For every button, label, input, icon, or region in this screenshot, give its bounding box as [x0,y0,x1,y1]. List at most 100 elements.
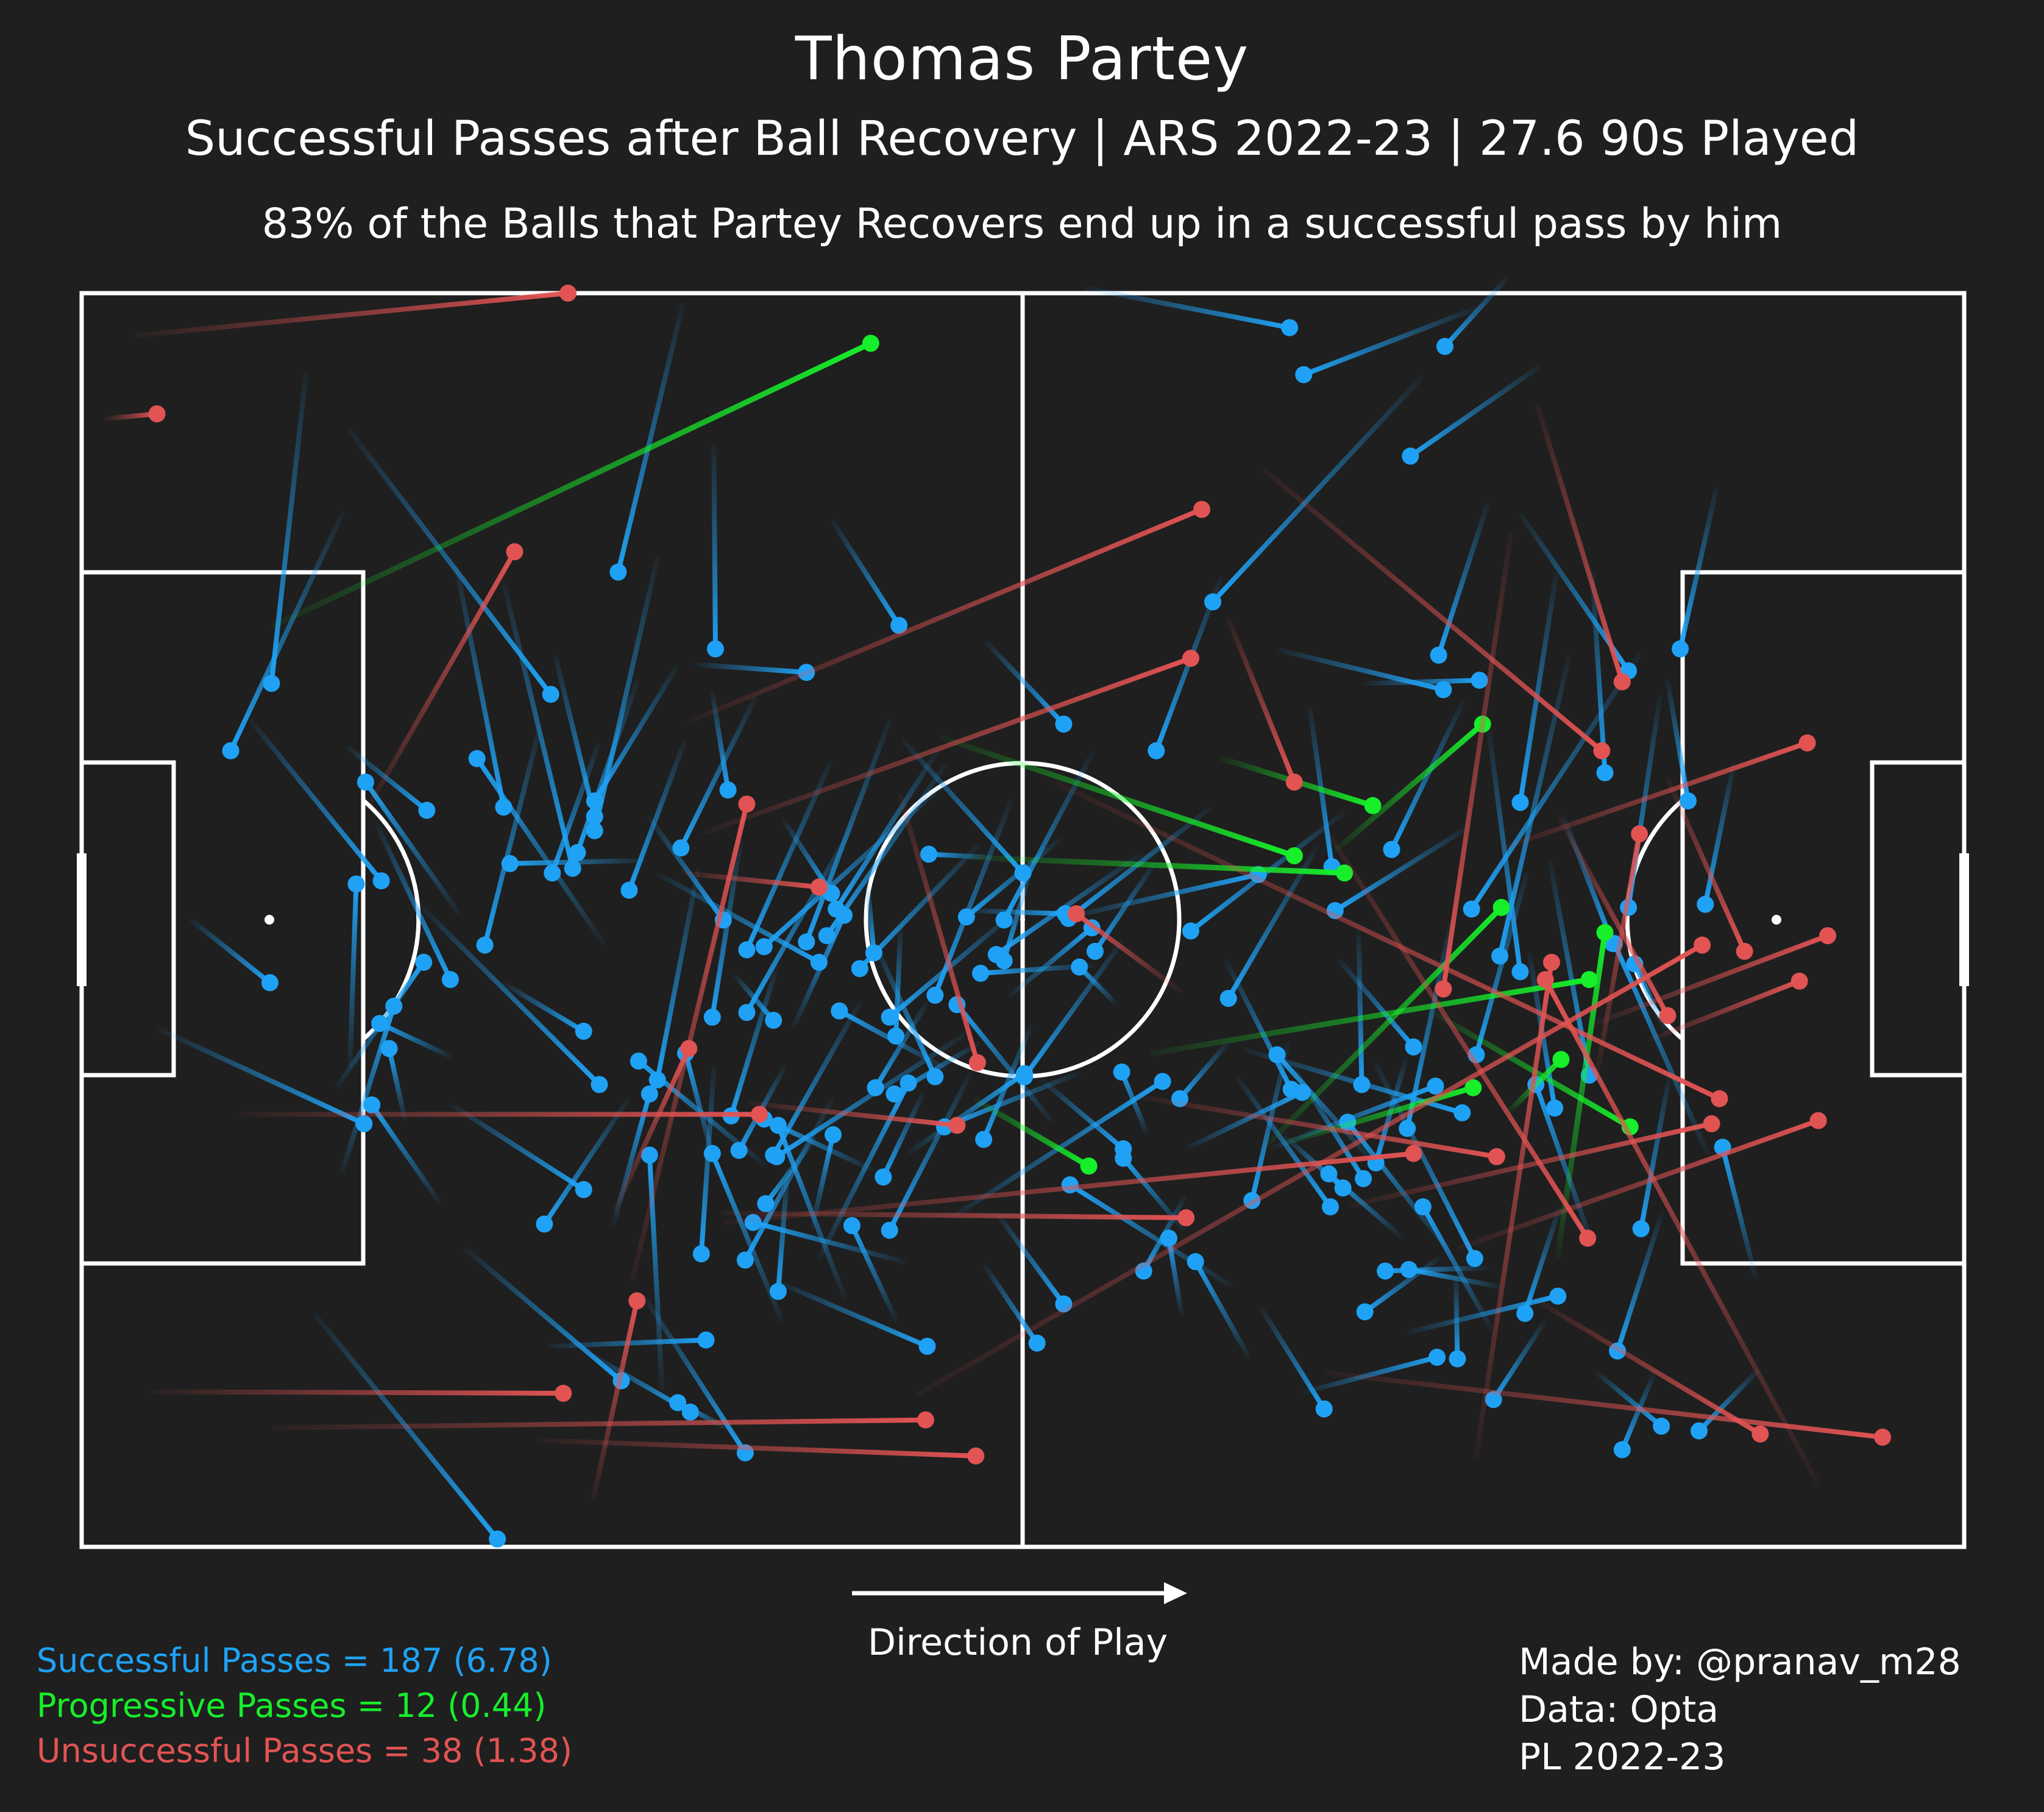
successful-pass-line [189,917,272,986]
successful-pass-end-point [825,1126,842,1143]
successful-pass-end-point [1427,1078,1444,1095]
successful-pass-end-point [1428,1348,1446,1366]
successful-pass-end-point [975,1131,993,1148]
unsuccessful-pass-end-point [555,1385,572,1402]
successful-pass-line [1453,1274,1460,1362]
successful-pass-end-point [719,781,737,799]
successful-pass-line [1249,1041,1291,1203]
unsuccessful-pass-line [1474,959,1554,1458]
successful-pass-end-point [575,1181,592,1198]
successful-pass-line [550,744,600,876]
successful-pass-line [1547,859,1592,1078]
successful-pass-end-point [363,1096,381,1114]
successful-pass-line [1619,1372,1656,1452]
successful-pass-end-point [575,1023,592,1040]
successful-pass-end-point [441,971,459,989]
successful-pass-line [873,1002,928,1090]
successful-pass-end-point [798,933,815,951]
successful-pass-line [454,564,506,810]
unsuccessful-pass-line [1324,1370,1886,1440]
unsuccessful-pass-end-point [1536,971,1554,989]
unsuccessful-pass-end-point [1435,980,1452,998]
progressive-pass-end-point [1364,797,1382,814]
successful-pass-end-point [1154,1073,1171,1090]
successful-pass-line [339,1003,397,1175]
successful-pass-end-point [415,953,433,971]
unsuccessful-pass-end-point [1405,1145,1422,1162]
successful-pass-end-point [1405,1038,1422,1056]
successful-pass-end-point [1653,1418,1670,1435]
successful-pass-line [857,844,980,972]
successful-pass-line [849,1223,898,1323]
unsuccessful-pass-end-point [559,285,577,302]
successful-pass-end-point [1466,1249,1483,1267]
unsuccessful-pass-end-point [1736,942,1753,960]
unsuccessful-pass-line [1323,826,1591,1241]
unsuccessful-pass-end-point [1659,1007,1677,1025]
unsuccessful-pass-end-point [1874,1429,1892,1446]
successful-pass-end-point [1516,1304,1534,1322]
successful-pass-end-point [769,1282,787,1300]
successful-pass-end-point [1377,1262,1394,1280]
unsuccessful-pass-line [134,291,570,338]
unsuccessful-pass-end-point [1631,825,1648,843]
successful-pass-line [694,662,809,675]
right-penalty-spot [1772,915,1781,925]
progressive-pass-end-point [862,335,879,352]
unsuccessful-pass-line [1542,977,1821,1487]
successful-pass-line [1611,941,1709,1155]
successful-pass-end-point [885,1085,903,1103]
successful-pass-end-point [1453,1104,1471,1121]
successful-pass-line [347,428,553,697]
chart-title: Thomas Partey [795,24,1249,94]
unsuccessful-pass-line [917,942,1705,1396]
progressive-pass-end-point [1596,924,1614,942]
unsuccessful-pass-line [1500,740,1810,851]
unsuccessful-pass-end-point [1579,1229,1597,1247]
successful-pass-line [984,640,1066,727]
successful-pass-end-point [372,872,390,890]
unsuccessful-pass-line [1594,831,1642,1076]
successful-pass-end-point [542,686,559,703]
unsuccessful-pass-line [1441,531,1514,992]
successful-pass-end-point [371,1015,389,1032]
successful-pass-line [269,371,309,686]
successful-pass-end-point [489,1530,506,1548]
successful-pass-end-point [1485,1391,1502,1409]
successful-pass-end-point [1219,990,1237,1007]
successful-pass-end-point [768,1148,786,1165]
unsuccessful-pass-line [149,1389,566,1396]
centre-spot [1020,917,1025,922]
successful-pass-end-point [692,1245,710,1263]
successful-pass-end-point [836,906,853,924]
successful-pass-line [678,696,758,851]
pass-layer [104,276,1892,1548]
successful-pass-end-point [569,844,586,861]
successful-pass-end-point [697,1331,715,1349]
unsuccessful-pass-end-point [1711,1090,1728,1107]
successful-pass-end-point [1295,366,1313,383]
unsuccessful-pass-line [1535,403,1625,684]
successful-pass-line [995,1212,1066,1307]
successful-pass-line [761,1117,873,1172]
successful-pass-line [1001,865,1034,964]
successful-pass-end-point [609,563,627,581]
unsuccessful-pass-line [1074,911,1182,993]
successful-pass-line [728,964,779,1118]
unsuccessful-pass-end-point [738,795,756,813]
successful-pass-line [1383,1265,1488,1274]
right-six-yard-box [1870,760,1967,1078]
successful-pass-line [1356,930,1364,1087]
unsuccessful-pass-line [1262,467,1605,753]
successful-pass-line [709,839,743,1020]
unsuccessful-pass-end-point [751,1106,768,1123]
unsuccessful-pass-end-point [628,1292,646,1310]
successful-pass-line [1301,306,1477,377]
successful-pass-line [363,780,461,915]
successful-pass-end-point [755,938,773,956]
unsuccessful-pass-line [720,1210,1189,1221]
unsuccessful-pass-line [630,801,750,1283]
progressive-pass-end-point [1552,1051,1570,1068]
successful-pass-end-point [1322,1198,1340,1216]
